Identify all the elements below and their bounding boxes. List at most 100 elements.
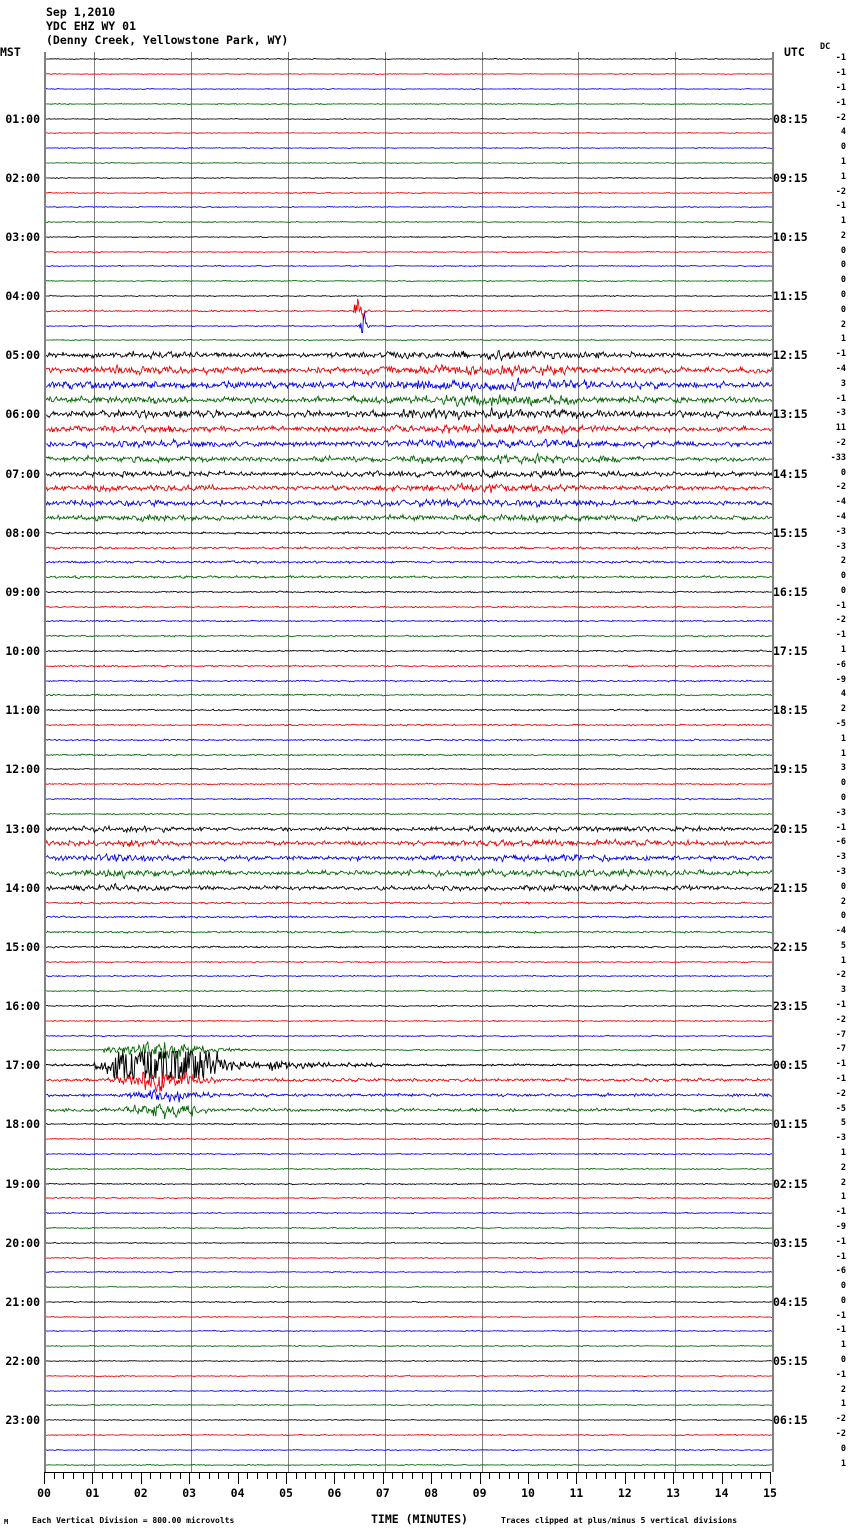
x-tick-minor <box>295 1472 297 1479</box>
dc-value-39: -1 <box>835 630 846 641</box>
x-tick-minor <box>450 1472 452 1479</box>
trace-row-41 <box>46 652 772 680</box>
x-tick-minor <box>653 1472 655 1479</box>
header-station: YDC EHZ WY 01 <box>46 19 137 33</box>
mst-time-label-11:00: 11:00 <box>5 703 40 718</box>
dc-value-50: 0 <box>840 792 846 803</box>
x-tick-minor <box>702 1472 704 1479</box>
trace-row-25 <box>46 415 772 443</box>
utc-time-label-14:15: 14:15 <box>773 466 808 481</box>
trace-row-55 <box>46 859 772 887</box>
dc-value-4: -2 <box>835 112 846 123</box>
dc-value-77: 1 <box>840 1192 846 1203</box>
trace-row-37 <box>46 593 772 621</box>
trace-row-26 <box>46 430 772 458</box>
trace-row-11 <box>46 208 772 236</box>
dc-value-45: -5 <box>835 719 846 730</box>
x-axis-title: TIME (MINUTES) <box>371 1512 468 1526</box>
x-tick-minor <box>227 1472 229 1479</box>
dc-value-49: 0 <box>840 778 846 789</box>
footer-corner-mark: M <box>4 1518 9 1526</box>
dc-value-46: 1 <box>840 733 846 744</box>
dc-value-5: 4 <box>840 127 846 138</box>
x-tick-minor <box>363 1472 365 1479</box>
dc-column-label: DC <box>820 42 831 52</box>
dc-value-78: -1 <box>835 1207 846 1218</box>
utc-time-label-11:15: 11:15 <box>773 289 808 304</box>
x-tick-label-06: 06 <box>327 1486 342 1500</box>
dc-value-10: -1 <box>835 201 846 212</box>
x-tick-minor <box>131 1472 133 1479</box>
dc-value-59: -4 <box>835 926 846 937</box>
dc-value-91: 1 <box>840 1399 846 1410</box>
trace-row-47 <box>46 741 772 769</box>
dc-value-62: -2 <box>835 970 846 981</box>
x-tick-minor <box>150 1472 152 1479</box>
dc-value-60: 5 <box>840 940 846 951</box>
dc-value-87: 1 <box>840 1340 846 1351</box>
mst-time-label-20:00: 20:00 <box>5 1235 40 1250</box>
x-tick-label-09: 09 <box>472 1486 487 1500</box>
dc-value-25: 11 <box>835 423 846 434</box>
x-tick-label-10: 10 <box>521 1486 535 1500</box>
trace-row-80 <box>46 1229 772 1257</box>
x-tick-label-13: 13 <box>666 1486 681 1500</box>
dc-value-90: 2 <box>840 1384 846 1395</box>
dc-value-79: -9 <box>835 1221 846 1232</box>
dc-value-34: 2 <box>840 556 846 567</box>
mst-time-label-01:00: 01:00 <box>5 111 40 126</box>
dc-value-33: -3 <box>835 541 846 552</box>
trace-row-39 <box>46 622 772 650</box>
x-tick-major-15 <box>770 1472 771 1484</box>
dc-value-61: 1 <box>840 955 846 966</box>
trace-row-67 <box>46 1036 772 1064</box>
x-tick-minor <box>421 1472 423 1479</box>
trace-row-16 <box>46 282 772 310</box>
dc-value-43: 4 <box>840 689 846 700</box>
trace-row-83 <box>46 1273 772 1301</box>
x-tick-minor <box>692 1472 694 1479</box>
trace-row-36 <box>46 578 772 606</box>
dc-value-3: -1 <box>835 97 846 108</box>
dc-value-6: 0 <box>840 142 846 153</box>
trace-row-58 <box>46 903 772 931</box>
trace-row-77 <box>46 1184 772 1212</box>
trace-row-54 <box>46 844 772 872</box>
dc-value-0: -1 <box>835 53 846 64</box>
dc-value-84: 0 <box>840 1295 846 1306</box>
trace-row-91 <box>46 1391 772 1419</box>
trace-row-5 <box>46 119 772 147</box>
x-tick-minor <box>169 1472 171 1479</box>
x-tick-major-02 <box>140 1472 142 1484</box>
dc-value-75: 2 <box>840 1162 846 1173</box>
x-tick-minor <box>256 1472 258 1479</box>
x-tick-label-03: 03 <box>182 1486 197 1500</box>
trace-row-3 <box>46 90 772 118</box>
trace-row-22 <box>46 371 772 399</box>
trace-row-44 <box>46 696 772 724</box>
x-tick-major-12 <box>624 1472 626 1484</box>
x-tick-minor <box>266 1472 268 1479</box>
dc-value-93: -2 <box>835 1429 846 1440</box>
mst-time-label-08:00: 08:00 <box>5 525 40 540</box>
trace-row-90 <box>46 1377 772 1405</box>
utc-time-label-13:15: 13:15 <box>773 407 808 422</box>
x-tick-label-12: 12 <box>617 1486 632 1500</box>
mst-time-label-18:00: 18:00 <box>5 1117 40 1132</box>
utc-time-label-16:15: 16:15 <box>773 584 808 599</box>
x-tick-major-00 <box>44 1472 45 1484</box>
grid-line-minute-5 <box>288 52 289 1472</box>
dc-value-57: 2 <box>840 896 846 907</box>
x-tick-major-13 <box>673 1472 675 1484</box>
x-tick-major-08 <box>431 1472 433 1484</box>
x-tick-minor <box>276 1472 278 1479</box>
utc-time-label-22:15: 22:15 <box>773 939 808 954</box>
x-tick-minor <box>460 1472 462 1479</box>
dc-value-8: 1 <box>840 171 846 182</box>
x-tick-major-03 <box>189 1472 191 1484</box>
trace-row-38 <box>46 607 772 635</box>
dc-value-89: -1 <box>835 1369 846 1380</box>
x-tick-label-05: 05 <box>279 1486 293 1500</box>
utc-time-label-17:15: 17:15 <box>773 644 808 659</box>
utc-time-label-02:15: 02:15 <box>773 1176 808 1191</box>
